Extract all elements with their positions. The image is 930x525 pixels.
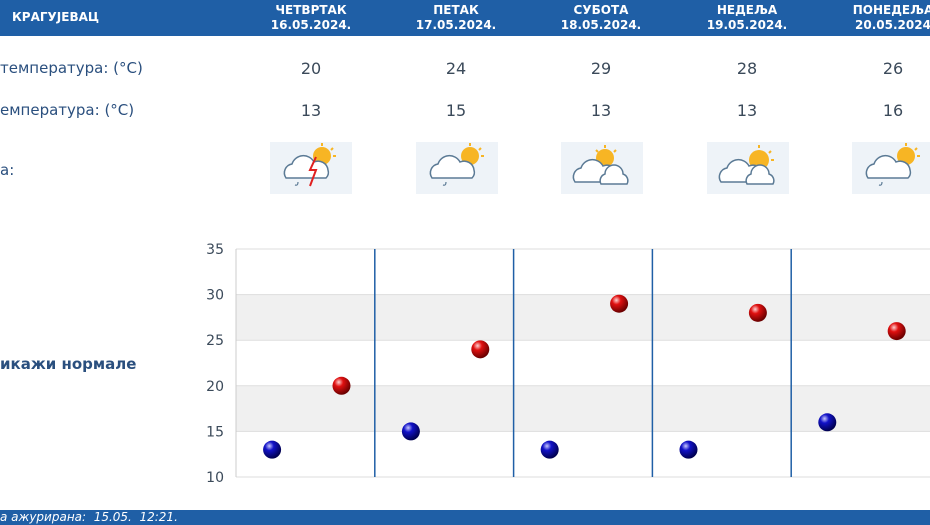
forecast-header: КРАГУЈЕВАЦ ЧЕТВРТАК 16.05.2024. ПЕТАК 17… (0, 0, 930, 36)
show-normals-link[interactable]: икажи нормале (0, 355, 137, 373)
day-name: НЕДЕЉА (716, 3, 778, 17)
y-tick-label: 30 (206, 288, 224, 304)
max-temp-value: 26 (882, 59, 904, 78)
min-temp-value: 13 (300, 101, 322, 120)
sun-cloud-icon (561, 142, 643, 194)
sun-cloud-rain-icon (852, 142, 930, 194)
min-temp-point (540, 440, 559, 459)
day-date: 17.05.2024. (415, 18, 497, 32)
max-temp-point (610, 294, 629, 313)
day-name: ПЕТАК (433, 3, 479, 17)
min-temp-value: 15 (445, 101, 467, 120)
y-tick-label: 25 (206, 333, 224, 349)
max-temp-point (332, 376, 351, 395)
y-tick-label: 15 (206, 424, 224, 440)
min-temp-point (679, 440, 698, 459)
y-tick-label: 20 (206, 379, 224, 395)
temperature-chart: 35 30 25 20 15 10 (206, 242, 930, 486)
max-temp-value: 20 (300, 59, 322, 78)
max-temp-value: 29 (590, 59, 612, 78)
day-header-4: НЕДЕЉА 19.05.2024. (674, 3, 820, 33)
min-temp-value: 16 (882, 101, 904, 120)
day-dividers (374, 249, 792, 477)
day-header-1: ЧЕТВРТАК 16.05.2024. (238, 3, 384, 33)
sun-cloud-rain-thunder-icon (270, 142, 352, 194)
day-date: 19.05.2024. (706, 18, 788, 32)
min-temp-label: емпература: (°C) (0, 101, 135, 119)
footer-bar: а ажурирана: 15.05. 12:21. (0, 510, 930, 525)
data-points (263, 294, 906, 459)
weather-row-label: a: (0, 161, 15, 179)
day-date: 18.05.2024. (560, 18, 642, 32)
min-temp-value: 13 (736, 101, 758, 120)
sun-cloud-rain-icon (416, 142, 498, 194)
y-tick-label: 10 (206, 470, 224, 486)
day-header-5: ПОНЕДЕЉА 20.05.2024 (820, 3, 930, 33)
sun-cloud-icon (707, 142, 789, 194)
day-name: ПОНЕДЕЉА (852, 3, 930, 17)
max-temp-value: 28 (736, 59, 758, 78)
last-updated: а ажурирана: 15.05. 12:21. (0, 510, 178, 524)
day-date: 20.05.2024 (855, 18, 930, 32)
min-temp-value: 13 (590, 101, 612, 120)
grid-lines (235, 248, 930, 478)
day-header-3: СУБОТА 18.05.2024. (528, 3, 674, 33)
min-temp-point (263, 440, 282, 459)
max-temp-point (471, 340, 490, 359)
max-temp-point (748, 303, 767, 322)
min-temp-point (401, 422, 420, 441)
grid-band (236, 385, 930, 432)
day-date: 16.05.2024. (270, 18, 352, 32)
y-tick-label: 35 (206, 242, 224, 258)
min-temp-point (818, 413, 837, 432)
day-header-2: ПЕТАК 17.05.2024. (383, 3, 529, 33)
grid-bands (236, 294, 930, 432)
grid-band (236, 294, 930, 341)
max-temp-value: 24 (445, 59, 467, 78)
max-temp-label: температура: (°C) (0, 59, 143, 77)
day-name: ЧЕТВРТАК (275, 3, 347, 17)
city-name: КРАГУЈЕВАЦ (12, 10, 100, 24)
day-name: СУБОТА (573, 3, 629, 17)
y-tick-labels: 35 30 25 20 15 10 (206, 242, 224, 486)
max-temp-point (887, 322, 906, 341)
